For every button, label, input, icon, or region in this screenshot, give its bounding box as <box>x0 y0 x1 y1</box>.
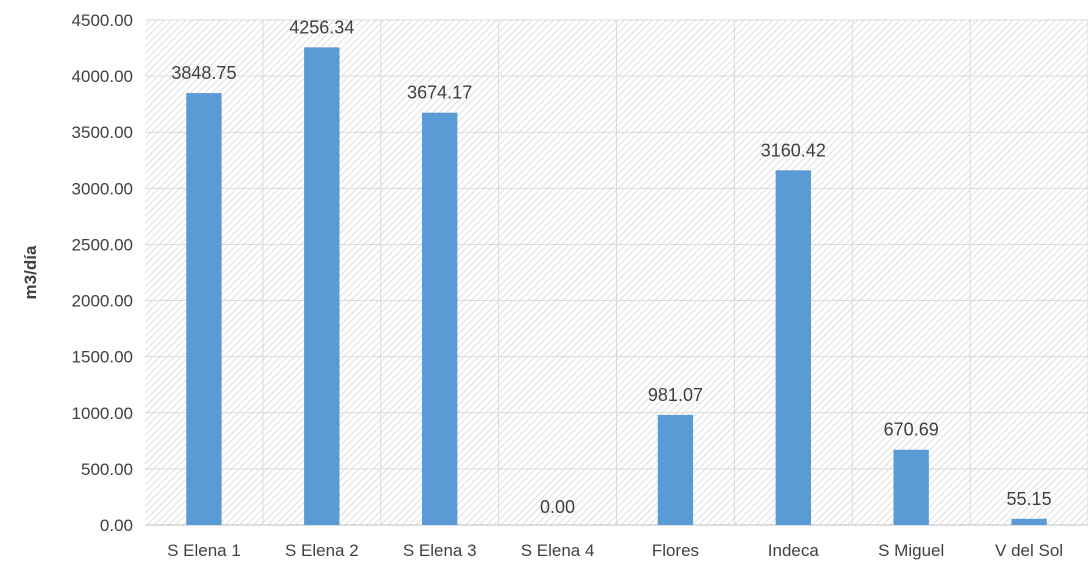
data-label: 670.69 <box>884 420 939 440</box>
x-tick-label: S Miguel <box>878 541 944 560</box>
x-tick-label: S Elena 1 <box>167 541 241 560</box>
gridlines <box>145 19 1088 526</box>
bars <box>186 47 1047 526</box>
y-axis-title: m3/día <box>21 245 40 299</box>
data-label: 4256.34 <box>289 17 354 37</box>
x-tick-label: S Elena 3 <box>403 541 477 560</box>
y-tick-label: 3000.00 <box>72 179 133 198</box>
y-tick-label: 500.00 <box>81 460 133 479</box>
bar <box>657 414 694 525</box>
data-label: 3674.17 <box>407 83 472 103</box>
bar <box>304 47 340 526</box>
bar <box>422 112 458 525</box>
data-label: 3848.75 <box>171 63 236 83</box>
data-label: 0.00 <box>540 497 575 517</box>
bar <box>775 170 811 526</box>
y-tick-label: 1500.00 <box>72 348 133 367</box>
x-tick-label: S Elena 4 <box>521 541 595 560</box>
bar <box>893 449 929 525</box>
x-tick-label: V del Sol <box>995 541 1063 560</box>
y-tick-label: 2500.00 <box>72 235 133 254</box>
bar <box>1011 518 1047 525</box>
y-tick-label: 4500.00 <box>72 11 133 30</box>
data-label: 3160.42 <box>761 140 826 160</box>
x-tick-label: S Elena 2 <box>285 541 359 560</box>
labels: 0.00 500.00 1000.00 1500.00 2000.00 2500.00 30… <box>72 11 1064 560</box>
y-tick-label: 3500.00 <box>72 123 133 142</box>
y-tick-label: 0.00 <box>100 516 133 535</box>
data-label: 55.15 <box>1007 489 1052 509</box>
x-tick-label: Flores <box>652 541 699 560</box>
y-tick-label: 1000.00 <box>72 404 133 423</box>
data-label: 981.07 <box>648 385 703 405</box>
y-tick-label: 2000.00 <box>72 292 133 311</box>
x-tick-label: Indeca <box>768 541 820 560</box>
bar <box>186 93 222 526</box>
y-tick-label: 4000.00 <box>72 67 133 86</box>
